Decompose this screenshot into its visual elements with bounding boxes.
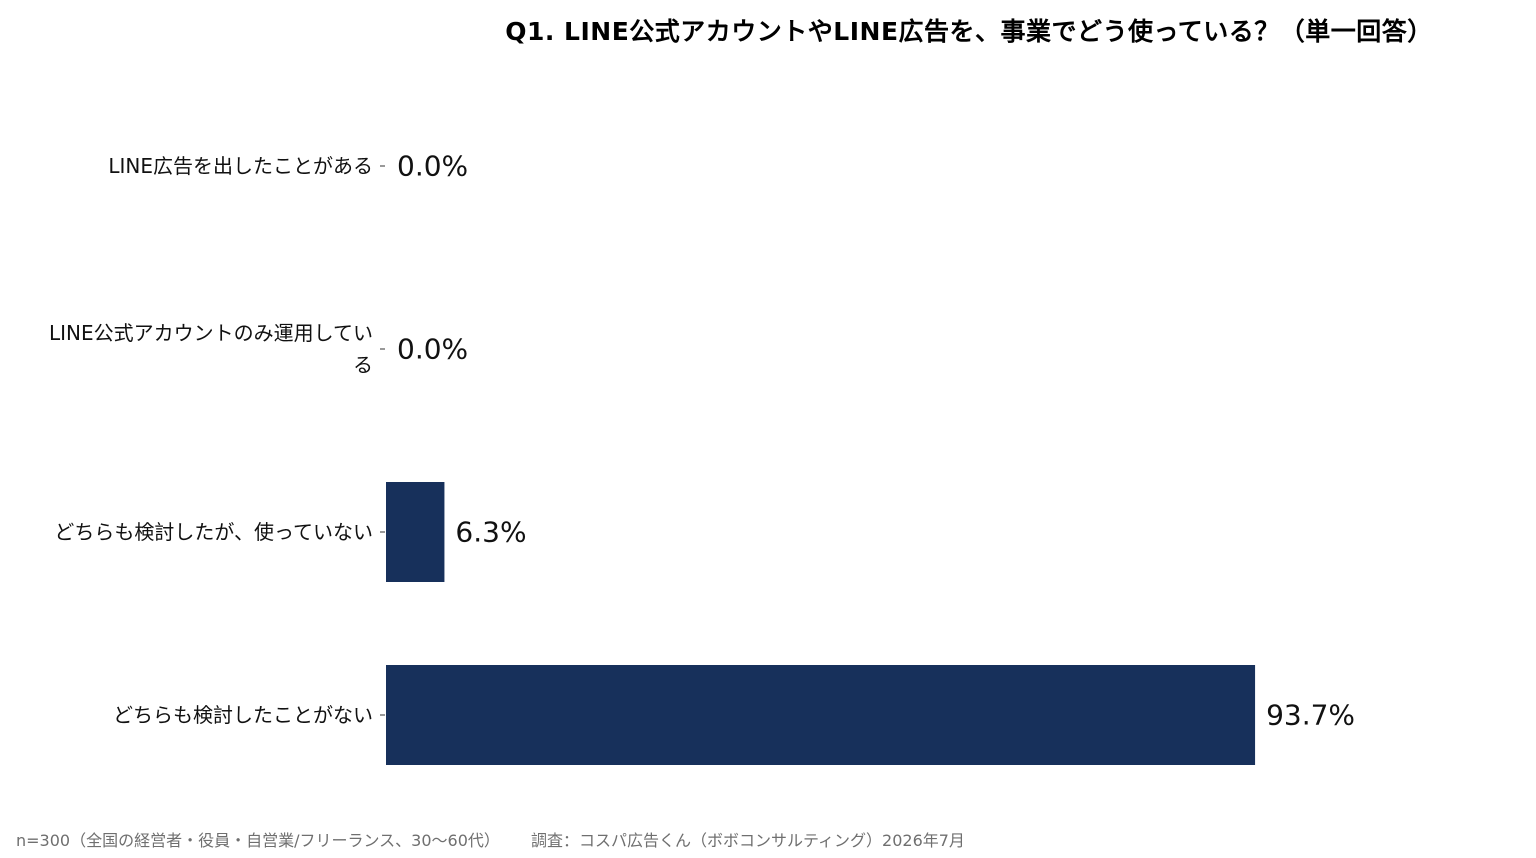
category-label: どちらも検討したことがない: [113, 703, 373, 727]
category-label-line: る: [353, 353, 373, 377]
value-label: 0.0%: [397, 333, 468, 366]
value-label: 6.3%: [455, 516, 526, 549]
value-label: 0.0%: [397, 150, 468, 183]
category-label-line: どちらも検討したが、使っていない: [54, 520, 373, 544]
chart-footer: n=300（全国の経営者・役員・自営業/フリーランス、30〜60代） 調査：コス…: [16, 827, 965, 851]
category-label-line: LINE公式アカウントのみ運用してい: [49, 321, 373, 345]
category-label: どちらも検討したが、使っていない: [54, 520, 373, 544]
category-label: LINE広告を出したことがある: [108, 154, 373, 178]
chart-title: Q1. LINE公式アカウントやLINE広告を、事業でどう使っている？（単一回答…: [505, 17, 1433, 46]
category-ticks: [380, 165, 385, 716]
category-label-line: LINE広告を出したことがある: [108, 154, 373, 178]
source-note: 調査：コスパ広告くん（ボボコンサルティング）2026年7月: [530, 831, 965, 850]
sample-note: n=300（全国の経営者・役員・自営業/フリーランス、30〜60代）: [16, 831, 500, 850]
category-label: LINE公式アカウントのみ運用している: [49, 321, 373, 377]
bar: [386, 482, 445, 582]
category-label-line: どちらも検討したことがない: [113, 703, 373, 727]
value-label: 93.7%: [1266, 699, 1355, 732]
bar-chart: LINE広告を出したことがある LINE公式アカウントのみ運用しているどちらも検討…: [49, 150, 1355, 765]
bars: [386, 482, 1256, 765]
value-labels: 0.0% 0.0% 6.3% 93.7%: [397, 150, 1355, 732]
bar: [386, 665, 1256, 765]
category-labels: LINE広告を出したことがある LINE公式アカウントのみ運用しているどちらも検討…: [49, 154, 373, 727]
